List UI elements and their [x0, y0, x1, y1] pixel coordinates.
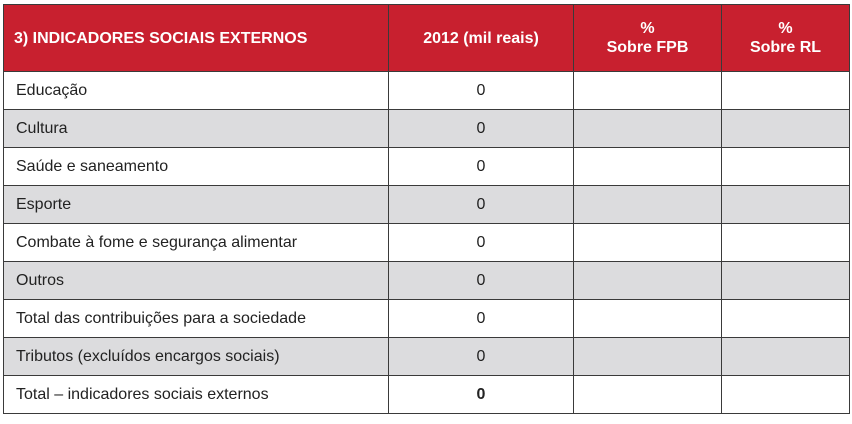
row-pct-rl	[721, 299, 850, 338]
row-value: 0	[388, 375, 574, 414]
table-row: Cultura 0	[3, 109, 850, 148]
row-label: Esporte	[3, 185, 389, 224]
row-value: 0	[388, 71, 574, 110]
header-pct-fpb-symbol: %	[640, 20, 655, 37]
row-pct-fpb	[573, 71, 722, 110]
external-social-indicators-table: 3) INDICADORES SOCIAIS EXTERNOS 2012 (mi…	[3, 4, 850, 414]
row-pct-fpb	[573, 223, 722, 262]
row-pct-rl	[721, 337, 850, 376]
row-label: Educação	[3, 71, 389, 110]
row-pct-fpb	[573, 299, 722, 338]
table-row: Educação 0	[3, 71, 850, 110]
row-value: 0	[388, 337, 574, 376]
row-value: 0	[388, 223, 574, 262]
row-pct-fpb	[573, 185, 722, 224]
row-label: Tributos (excluídos encargos sociais)	[3, 337, 389, 376]
row-label: Saúde e saneamento	[3, 147, 389, 186]
table-row: Total das contribuições para a sociedade…	[3, 299, 850, 338]
row-pct-rl	[721, 261, 850, 300]
header-pct-rl-symbol: %	[778, 20, 793, 37]
row-pct-rl	[721, 185, 850, 224]
row-value: 0	[388, 147, 574, 186]
row-pct-fpb	[573, 337, 722, 376]
header-indicator: 3) INDICADORES SOCIAIS EXTERNOS	[3, 4, 389, 72]
row-pct-rl	[721, 109, 850, 148]
header-pct-fpb: % Sobre FPB	[573, 4, 722, 72]
header-pct-fpb-label: Sobre FPB	[606, 39, 689, 56]
table-row: Tributos (excluídos encargos sociais) 0	[3, 337, 850, 376]
row-pct-fpb	[573, 147, 722, 186]
row-label: Outros	[3, 261, 389, 300]
row-pct-fpb	[573, 375, 722, 414]
header-pct-rl-label: Sobre RL	[749, 39, 822, 56]
row-pct-rl	[721, 71, 850, 110]
table-row-total: Total – indicadores sociais externos 0	[3, 375, 850, 414]
table-row: Combate à fome e segurança alimentar 0	[3, 223, 850, 262]
row-label: Total – indicadores sociais externos	[3, 375, 389, 414]
row-value: 0	[388, 299, 574, 338]
row-pct-fpb	[573, 261, 722, 300]
table-row: Saúde e saneamento 0	[3, 147, 850, 186]
row-label: Total das contribuições para a sociedade	[3, 299, 389, 338]
row-label: Combate à fome e segurança alimentar	[3, 223, 389, 262]
table-row: Outros 0	[3, 261, 850, 300]
row-pct-rl	[721, 223, 850, 262]
row-pct-rl	[721, 147, 850, 186]
row-value: 0	[388, 185, 574, 224]
row-pct-fpb	[573, 109, 722, 148]
table-header-row: 3) INDICADORES SOCIAIS EXTERNOS 2012 (mi…	[3, 4, 850, 72]
row-label: Cultura	[3, 109, 389, 148]
row-pct-rl	[721, 375, 850, 414]
row-value: 0	[388, 109, 574, 148]
table-row: Esporte 0	[3, 185, 850, 224]
row-value: 0	[388, 261, 574, 300]
header-year-value: 2012 (mil reais)	[388, 4, 574, 72]
header-pct-rl: % Sobre RL	[721, 4, 850, 72]
